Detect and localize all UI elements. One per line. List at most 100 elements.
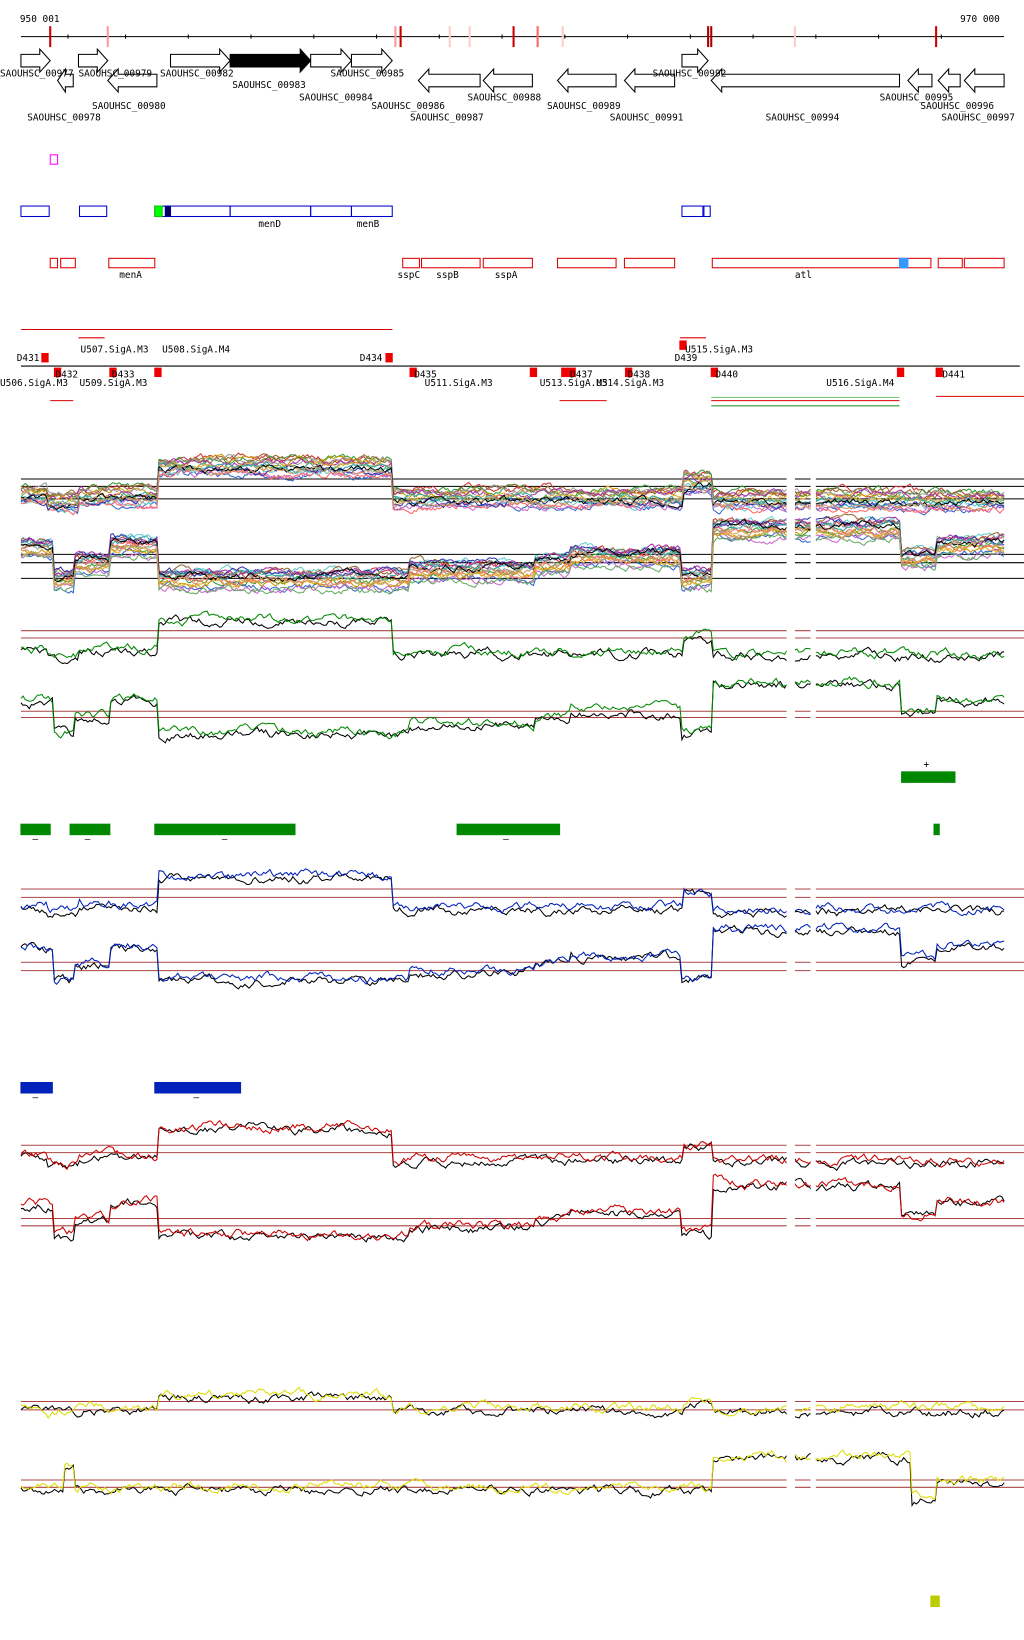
red-feature-label: atl — [795, 270, 812, 281]
profile-line — [20, 526, 1005, 588]
site-marker — [568, 367, 576, 378]
track-gap — [810, 460, 816, 607]
red-feature — [108, 257, 156, 269]
profile-line — [20, 678, 1005, 744]
gene-label: SAOUHSC_00988 — [468, 92, 542, 103]
gene-arrow — [310, 47, 353, 74]
site-label: D441 — [942, 370, 965, 381]
site-marker — [53, 367, 62, 378]
region-bar — [20, 823, 51, 836]
site-marker — [385, 352, 393, 363]
site-label: D432 — [55, 370, 78, 381]
site-label: U506.SigA.M3 — [0, 378, 68, 389]
ruler-start: 950 001 — [20, 14, 60, 25]
region-sign: – — [194, 1092, 200, 1103]
gene-label: SAOUHSC_00989 — [547, 101, 621, 112]
site-label: D434 — [360, 353, 383, 364]
red-feature — [963, 257, 1005, 269]
red-feature — [482, 257, 533, 269]
region-bar — [456, 823, 561, 836]
red-feature — [60, 257, 76, 269]
gene-arrow — [229, 47, 312, 74]
site-label: D438 — [628, 370, 651, 381]
site-marker — [710, 367, 719, 378]
profile-line — [20, 1178, 1005, 1243]
red-feature-block — [898, 257, 909, 269]
gene-label: SAOUHSC_00984 — [299, 92, 373, 103]
region-sign: – — [32, 1092, 38, 1103]
site-marker — [409, 367, 417, 378]
profile-line — [20, 532, 1005, 595]
profile-line — [20, 452, 1005, 500]
region-bar — [933, 823, 940, 836]
gene-label: SAOUHSC_00992 — [653, 68, 727, 79]
gene-arrow — [56, 67, 74, 94]
gene-label: SAOUHSC_00995 — [880, 92, 954, 103]
gene-label: SAOUHSC_00977 — [0, 68, 74, 79]
profile-line — [20, 922, 1005, 985]
blue-feature — [350, 205, 393, 218]
profile-line — [20, 464, 1005, 510]
track-gap — [810, 617, 816, 754]
profile-line — [20, 1391, 1005, 1419]
site-marker — [935, 367, 943, 378]
track-gap — [810, 868, 816, 1005]
gene-arrow — [937, 67, 961, 94]
blue-feature — [229, 205, 312, 218]
region-bar — [930, 1595, 940, 1608]
site-label: U509.SigA.M3 — [80, 378, 148, 389]
site-marker — [109, 367, 117, 378]
red-feature-label: sspA — [495, 270, 518, 281]
blue-feature-label: menD — [258, 219, 281, 230]
profile-line — [20, 519, 1005, 583]
gene-label: SAOUHSC_00980 — [92, 101, 166, 112]
site-label: D440 — [715, 370, 738, 381]
gene-arrow — [350, 47, 393, 74]
ruler-end: 970 000 — [960, 14, 1000, 25]
region-bar — [154, 823, 296, 836]
red-feature — [937, 257, 963, 269]
gene-arrow — [556, 67, 617, 94]
region-sign: + — [924, 760, 930, 771]
region-bar — [20, 1082, 53, 1094]
gene-label: SAOUHSC_00979 — [78, 68, 152, 79]
red-feature — [623, 257, 676, 269]
gene-arrow — [77, 47, 109, 74]
gene-label: SAOUHSC_00997 — [941, 112, 1015, 123]
region-bar — [901, 771, 956, 783]
blue-feature — [310, 205, 352, 218]
site-label: D433 — [112, 370, 135, 381]
track-gap — [810, 1119, 816, 1266]
profile-line — [20, 1121, 1005, 1172]
gene-arrow — [482, 67, 533, 94]
site-label: D431 — [17, 353, 40, 364]
track-gap — [786, 617, 795, 754]
profile-line — [20, 525, 1005, 589]
site-marker — [679, 340, 687, 350]
track-gap — [786, 1119, 795, 1266]
gene-label: SAOUHSC_00991 — [610, 112, 684, 123]
site-label: D439 — [675, 353, 698, 364]
marker — [49, 154, 59, 165]
gene-arrow — [623, 67, 676, 94]
red-feature-label: sspC — [397, 270, 420, 281]
region-sign: – — [32, 834, 38, 845]
gene-label: SAOUHSC_00985 — [331, 68, 405, 79]
site-marker — [624, 367, 633, 378]
site-label: U507.SigA.M3 — [81, 344, 149, 355]
profile-line — [20, 1386, 1005, 1420]
profile-line — [20, 516, 1005, 580]
gene-arrow — [107, 67, 158, 94]
red-feature-label: sspB — [436, 270, 459, 281]
profile-line — [20, 868, 1005, 917]
region-sign: – — [503, 834, 509, 845]
gene-label: SAOUHSC_00982 — [160, 68, 234, 79]
region-sign: – — [222, 834, 228, 845]
profile-line — [20, 610, 1005, 661]
track-gap — [786, 868, 795, 1005]
gene-arrow — [710, 67, 901, 94]
gene-arrow — [169, 47, 231, 74]
profile-line — [20, 461, 1005, 506]
blue-feature — [681, 205, 704, 218]
